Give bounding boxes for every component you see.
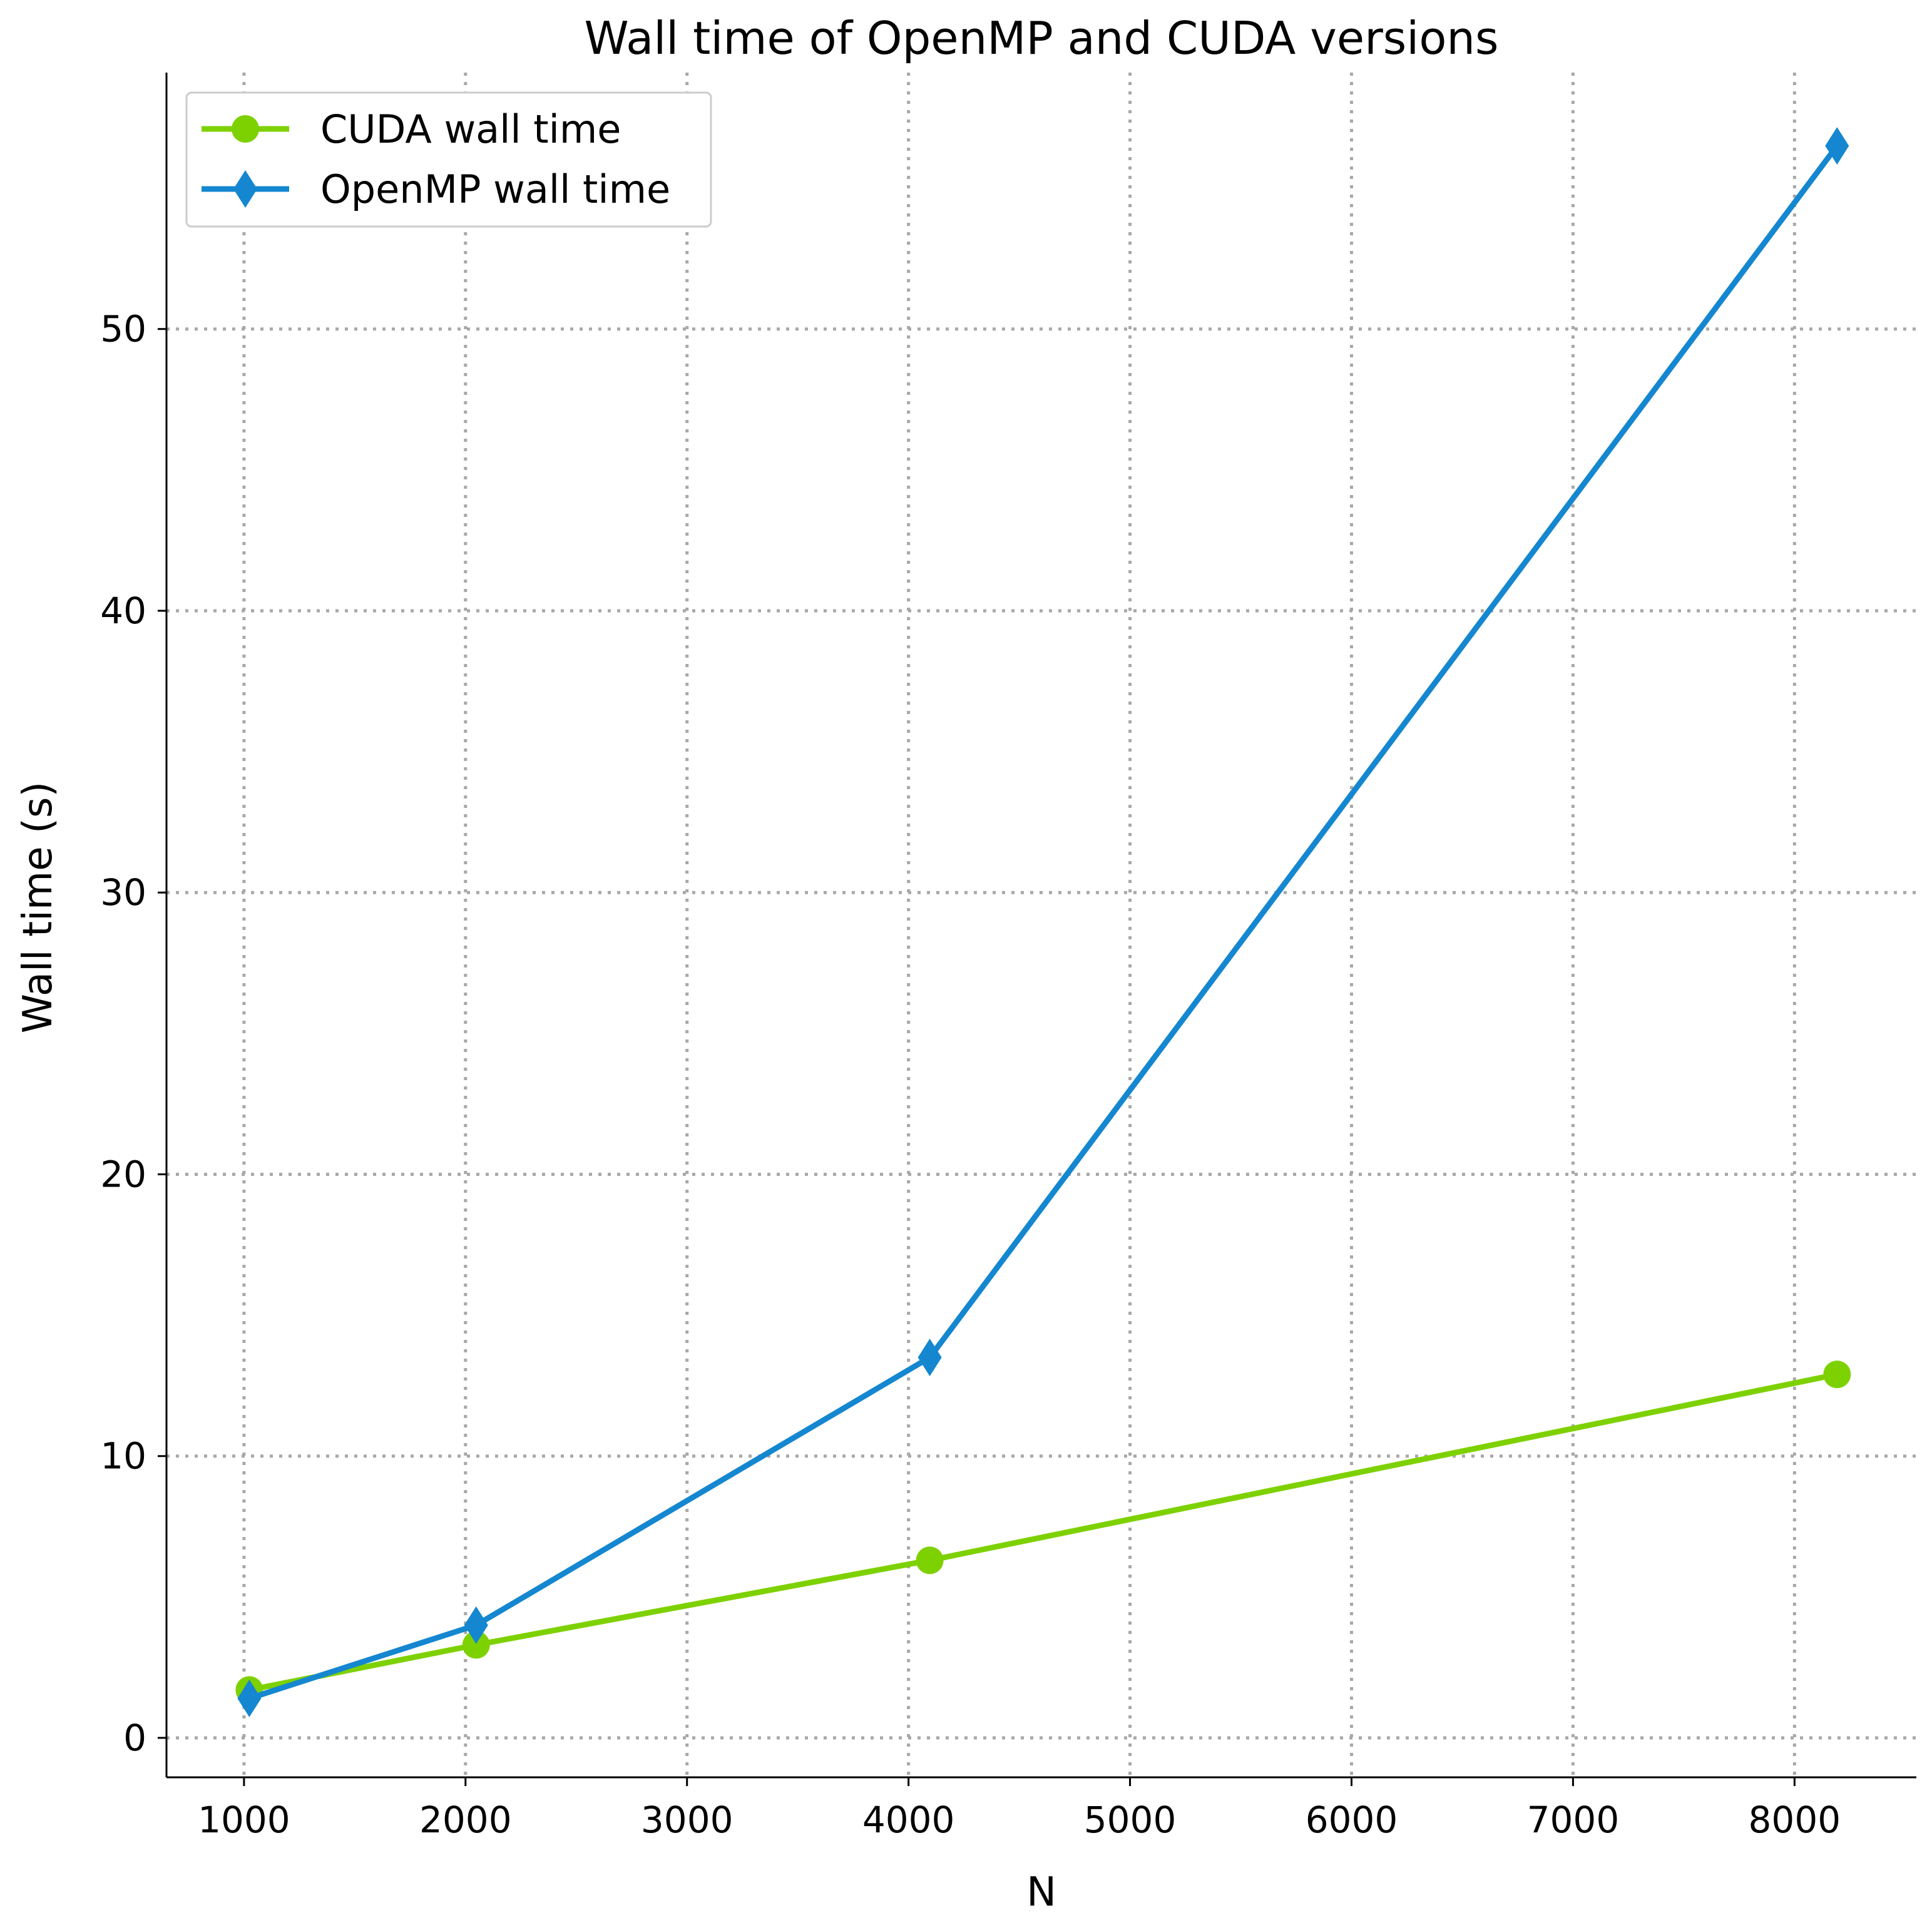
y-tick-label: 20 [100, 1153, 146, 1195]
y-tick-label: 40 [100, 590, 146, 632]
grid-layer [166, 73, 1916, 1777]
x-tick-label: 8000 [1749, 1799, 1841, 1841]
data-point-cuda-wall-time [1823, 1361, 1851, 1389]
spines-layer [165, 73, 1916, 1779]
y-tick-label: 30 [100, 871, 146, 914]
data-point-openmp-wall-time [464, 1606, 488, 1644]
x-axis-label: N [1026, 1869, 1056, 1916]
legend-layer: CUDA wall time OpenMP wall time [185, 91, 712, 228]
x-tick-label: 6000 [1306, 1799, 1398, 1841]
x-tick-label: 5000 [1084, 1799, 1177, 1841]
y-tick-label: 10 [100, 1435, 146, 1478]
legend-entry-cuda-wall-time: CUDA wall time [202, 106, 621, 152]
series-layer [235, 127, 1851, 1717]
series-line-cuda-wall-time [246, 1371, 1840, 1693]
x-tick-label: 3000 [641, 1799, 733, 1841]
y-tick-label: 0 [123, 1717, 146, 1759]
data-point-cuda-wall-time [462, 1631, 490, 1659]
legend-box [185, 91, 712, 228]
ticks-layer: 1000 2000 3000 4000 5000 6000 7000 8000 0 10 20 30 4… [100, 308, 1841, 1841]
chart-title: Wall time of OpenMP and CUDA versions [584, 12, 1498, 64]
legend-marker-cuda-wall-time [232, 115, 259, 143]
x-tick-label: 4000 [862, 1799, 955, 1841]
data-point-openmp-wall-time [917, 1339, 942, 1377]
y-axis-label: Wall time (s) [15, 782, 61, 1034]
data-point-cuda-wall-time [916, 1546, 944, 1575]
series-cuda-wall-time [235, 1361, 1851, 1704]
x-tick-label: 1000 [198, 1799, 290, 1841]
legend-marker-openmp-wall-time [233, 170, 257, 208]
x-tick-label: 7000 [1527, 1799, 1620, 1841]
data-point-openmp-wall-time [237, 1679, 262, 1717]
legend-label-openmp-wall-time: OpenMP wall time [320, 166, 670, 212]
y-tick-label: 50 [100, 308, 146, 350]
legend-entry-openmp-wall-time: OpenMP wall time [202, 166, 670, 212]
series-openmp-wall-time [237, 127, 1849, 1717]
legend-label-cuda-wall-time: CUDA wall time [320, 106, 621, 152]
series-line-openmp-wall-time [246, 143, 1840, 1702]
data-point-openmp-wall-time [1825, 127, 1849, 165]
x-tick-label: 2000 [419, 1799, 512, 1841]
